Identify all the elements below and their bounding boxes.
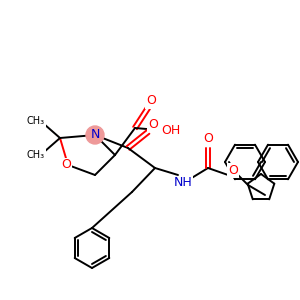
Text: O: O (61, 158, 71, 172)
Text: O: O (203, 133, 213, 146)
Text: O: O (146, 94, 156, 107)
Text: CH₃: CH₃ (27, 150, 45, 160)
Text: O: O (148, 118, 158, 130)
Text: CH₃: CH₃ (27, 116, 45, 126)
Text: O: O (228, 164, 238, 176)
Text: N: N (90, 128, 100, 142)
Circle shape (86, 126, 104, 144)
Text: NH: NH (174, 176, 192, 190)
Text: OH: OH (161, 124, 181, 136)
